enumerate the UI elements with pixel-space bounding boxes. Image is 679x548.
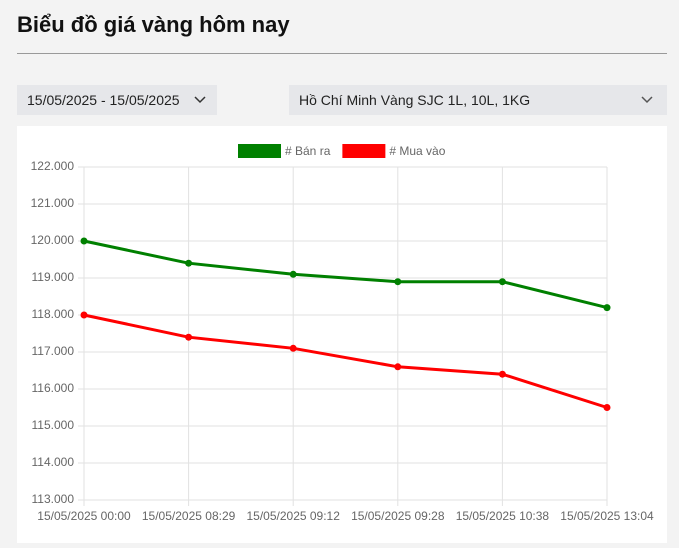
x-tick-label: 15/05/2025 09:12 <box>246 509 340 523</box>
series-line <box>83 239 608 310</box>
point <box>289 270 297 278</box>
y-tick-label: 120.000 <box>31 233 75 247</box>
point <box>185 259 193 267</box>
point <box>185 333 193 341</box>
y-tick-label: 114.000 <box>32 455 75 469</box>
point <box>80 311 88 319</box>
y-tick-label: 113.000 <box>32 492 75 506</box>
x-tick-label: 15/05/2025 10:38 <box>456 509 550 523</box>
location: Hồ Chí Minh Vàng SJC 1L, 10L, 1KG <box>299 92 531 108</box>
chevron <box>641 96 653 104</box>
date-range: 15/05/2025 - 15/05/2025 <box>27 92 180 108</box>
divider <box>17 53 667 54</box>
y-tick-label: 118.000 <box>32 307 75 321</box>
point <box>80 237 88 245</box>
y-tick-label: 117.000 <box>32 344 75 358</box>
y-tick-label: 119.000 <box>32 270 75 284</box>
legend-label: # Bán ra <box>285 144 331 158</box>
y-tick-label: 115.000 <box>32 418 75 432</box>
legend-label: # Mua vào <box>389 144 445 158</box>
point <box>603 404 611 411</box>
point <box>498 370 506 378</box>
x-tick-label: 15/05/2025 09:28 <box>351 509 445 523</box>
y-tick-label: 121.000 <box>31 196 75 210</box>
legend-swatch <box>342 144 386 158</box>
y-tick-label: 116.000 <box>32 381 75 395</box>
point <box>394 278 402 286</box>
series-line <box>83 313 608 409</box>
location-filter[interactable]: Hồ Chí Minh Vàng SJC 1L, 10L, 1KG <box>289 85 667 115</box>
x-tick-label: 15/05/2025 00:00 <box>37 509 131 523</box>
legend-swatch <box>238 144 281 158</box>
point <box>394 363 402 371</box>
chart-card: 113.000 114.000 115.000 116.000 117.000 118.0… <box>17 126 667 543</box>
x-tick-label: 15/05/2025 13:04 <box>560 509 654 523</box>
point <box>498 278 506 286</box>
point <box>289 344 297 352</box>
y-tick-label: 122.000 <box>31 159 75 173</box>
chart: 113.000 114.000 115.000 116.000 117.000 118.0… <box>31 144 654 523</box>
point <box>603 304 611 312</box>
x-tick-label: 15/05/2025 08:29 <box>142 509 236 523</box>
page-title: Biểu đồ giá vàng hôm nay <box>17 12 290 37</box>
chevron <box>194 96 206 104</box>
date-filter[interactable]: 15/05/2025 - 15/05/2025 <box>17 85 217 115</box>
